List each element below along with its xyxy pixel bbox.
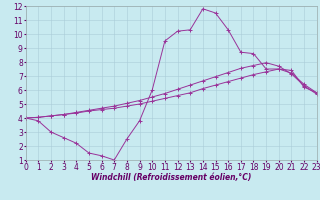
X-axis label: Windchill (Refroidissement éolien,°C): Windchill (Refroidissement éolien,°C) (91, 173, 252, 182)
